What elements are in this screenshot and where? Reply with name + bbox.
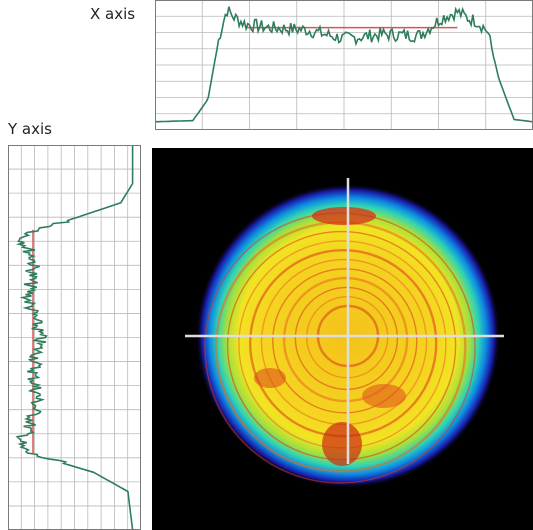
y-profile-line bbox=[15, 145, 134, 530]
beam-intensity-image bbox=[152, 148, 533, 530]
y-axis-label: Y axis bbox=[8, 120, 52, 138]
x-profile-grid bbox=[155, 0, 533, 130]
x-axis-label: X axis bbox=[90, 5, 136, 23]
beam-ring bbox=[294, 286, 399, 391]
x-profile-chart bbox=[155, 0, 533, 130]
x-profile-line bbox=[155, 6, 533, 123]
beam-ring bbox=[272, 268, 418, 414]
y-profile-chart bbox=[8, 145, 141, 530]
beam-hot-spot-top bbox=[312, 207, 376, 225]
beam-ring bbox=[282, 276, 409, 403]
beam-hot-spot-bottom bbox=[322, 422, 362, 466]
beam-hot-spot-right bbox=[362, 384, 406, 408]
beam-hot-spot-left bbox=[254, 368, 286, 388]
